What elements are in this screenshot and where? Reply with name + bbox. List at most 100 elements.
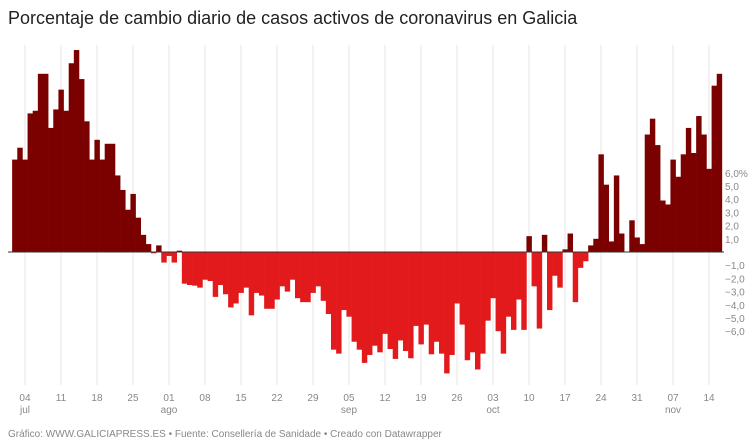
- bar-10-jul: [53, 109, 59, 252]
- x-tick-label: 07: [667, 393, 679, 404]
- bar-09-jul: [48, 127, 54, 252]
- bar-12-nov: [696, 116, 702, 252]
- bar-22-oct: [588, 245, 594, 252]
- x-tick-label: 11: [56, 393, 67, 404]
- bar-27-sep: [459, 252, 466, 325]
- x-tick-label: 24: [595, 393, 607, 404]
- bar-29-sep: [469, 252, 476, 353]
- bar-17-jul: [89, 159, 95, 252]
- x-tick-label: 04: [19, 393, 31, 404]
- x-tick-label: 26: [451, 393, 463, 404]
- y-tick-label: −3,0: [725, 288, 745, 299]
- y-tick-label: −4,0: [725, 301, 745, 312]
- bar-06-oct: [505, 252, 512, 317]
- bar-25-sep: [449, 252, 455, 355]
- bar-18-ago: [253, 252, 260, 293]
- bar-26-jul: [135, 217, 141, 252]
- bar-10-nov: [685, 127, 692, 252]
- bar-18-sep: [413, 252, 419, 326]
- bar-01-nov: [639, 244, 646, 252]
- bar-24-sep: [444, 252, 450, 374]
- bar-11-jul: [58, 89, 64, 252]
- bar-03-oct: [490, 252, 496, 299]
- bar-04-oct: [495, 252, 502, 332]
- bar-06-sep: [351, 252, 358, 342]
- bar-25-jul: [130, 193, 136, 252]
- bar-01-oct: [480, 252, 486, 354]
- bar-16-jul: [84, 121, 90, 252]
- bar-04-ago: [181, 252, 188, 284]
- bar-07-nov: [670, 159, 676, 252]
- bar-19-ago: [258, 252, 265, 296]
- bar-13-ago: [228, 252, 234, 308]
- x-tick-label: 15: [235, 393, 247, 404]
- x-tick-label: 10: [523, 393, 535, 404]
- x-tick-label: 05: [343, 393, 355, 404]
- bar-04-sep: [341, 252, 347, 311]
- bar-06-nov: [665, 204, 671, 252]
- bar-16-nov: [716, 73, 723, 252]
- bar-11-nov: [691, 153, 697, 252]
- bar-31-oct: [634, 237, 640, 252]
- x-tick-label: 01: [163, 393, 175, 404]
- bar-21-ago: [269, 252, 275, 309]
- bar-21-jul: [109, 143, 116, 252]
- bar-03-sep: [336, 252, 342, 354]
- bar-15-nov: [711, 85, 718, 253]
- bar-14-sep: [392, 252, 399, 359]
- x-tick-label: 08: [199, 393, 211, 404]
- bar-08-oct: [516, 252, 522, 300]
- x-tick-label: 31: [631, 393, 643, 404]
- bar-20-jul: [104, 143, 111, 252]
- bar-12-sep: [382, 252, 388, 334]
- bar-10-ago: [212, 252, 219, 297]
- bar-04-nov: [655, 145, 661, 252]
- chart-title: Porcentaje de cambio diario de casos act…: [8, 8, 578, 28]
- bar-11-ago: [217, 252, 224, 285]
- bar-15-oct: [552, 252, 558, 276]
- bar-09-ago: [207, 252, 213, 282]
- bar-17-ago: [248, 252, 255, 316]
- bar-30-sep: [475, 252, 481, 370]
- bar-16-oct: [557, 252, 563, 288]
- bar-23-ago: [279, 252, 285, 287]
- bar-27-jul: [140, 234, 147, 252]
- bar-23-sep: [439, 252, 445, 354]
- bar-25-ago: [289, 252, 296, 280]
- bar-02-ago: [171, 252, 177, 263]
- bar-05-nov: [660, 200, 666, 252]
- bar-05-jul: [27, 113, 33, 253]
- bar-03-ago: [176, 250, 183, 252]
- bar-08-ago: [202, 252, 208, 280]
- bar-05-oct: [500, 252, 507, 354]
- bar-05-sep: [346, 252, 352, 317]
- bar-19-oct: [572, 252, 579, 303]
- bar-19-sep: [418, 252, 424, 345]
- bar-21-sep: [428, 252, 435, 355]
- bar-09-sep: [367, 252, 373, 355]
- y-tick-label: 3,0: [725, 208, 739, 219]
- y-tick-label: 1,0: [725, 235, 739, 246]
- bar-07-sep: [356, 252, 363, 350]
- bar-28-jul: [145, 244, 152, 252]
- x-tick-month: nov: [665, 405, 681, 416]
- bar-08-jul: [42, 73, 49, 252]
- x-tick-month: jul: [19, 405, 30, 416]
- bar-10-sep: [372, 252, 378, 346]
- bar-02-nov: [644, 134, 651, 252]
- bar-23-oct: [593, 238, 599, 252]
- bar-12-jul: [63, 110, 69, 252]
- bar-14-jul: [73, 50, 80, 252]
- bar-14-nov: [706, 168, 712, 252]
- bar-05-ago: [186, 252, 193, 285]
- y-tick-label: 6,0%: [725, 169, 748, 180]
- bar-08-nov: [675, 176, 682, 252]
- bar-08-sep: [361, 252, 368, 363]
- y-tick-label: −6,0: [725, 327, 745, 338]
- bar-16-sep: [403, 252, 409, 351]
- bar-30-ago: [315, 252, 322, 287]
- bar-30-oct: [629, 220, 635, 252]
- bar-01-sep: [325, 252, 332, 315]
- bar-03-nov: [649, 118, 656, 253]
